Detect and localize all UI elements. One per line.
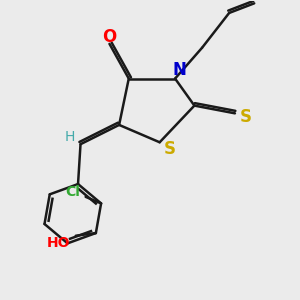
Text: HO: HO (47, 236, 70, 250)
Text: S: S (240, 108, 252, 126)
Text: S: S (163, 140, 175, 158)
Text: N: N (173, 61, 187, 79)
Text: H: H (64, 130, 75, 144)
Text: Cl: Cl (65, 185, 80, 199)
Text: O: O (102, 28, 117, 46)
